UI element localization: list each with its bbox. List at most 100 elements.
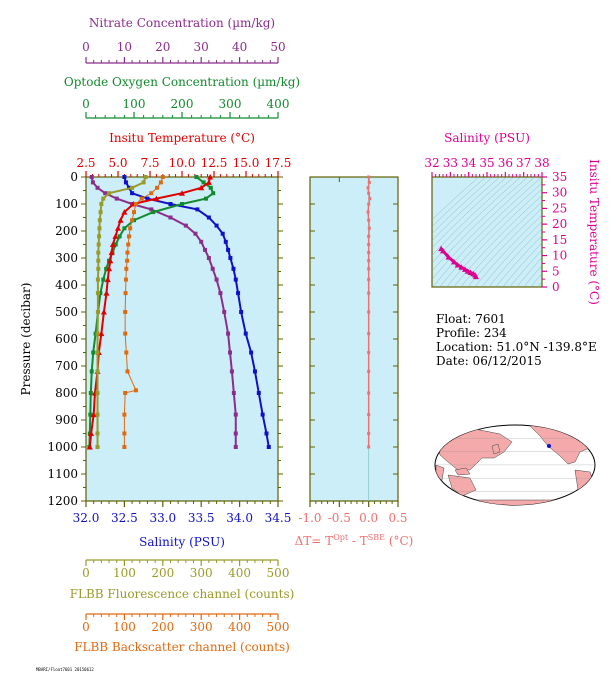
top-axis-tick-label: 0 [82, 40, 90, 54]
top-axis-label-2: Insitu Temperature (°C) [109, 131, 255, 145]
y-tick-label: 400 [55, 278, 78, 292]
point-salinity [130, 191, 135, 196]
point-oxygen [122, 226, 127, 231]
bottom-axis-tick-label: 32.0 [73, 511, 100, 525]
point-backscatter [155, 185, 160, 190]
point-nitrate [183, 223, 188, 228]
top-axis-tick-label: 50 [270, 40, 285, 54]
point-temperature [153, 195, 160, 202]
bottom-axis-tick-label: 32.5 [111, 511, 138, 525]
footnote: MBARI/Float7601 20150612 [36, 667, 94, 672]
ts-x-tick-label: 38 [534, 156, 549, 170]
point-temperature [115, 225, 121, 231]
y-tick-label: 300 [55, 251, 78, 265]
ts-point [458, 264, 465, 270]
bottom-axis-tick-label: 300 [190, 566, 213, 580]
ts-y-tick-label: 15 [552, 233, 567, 247]
bottom-axis-tick-label: 33.0 [149, 511, 176, 525]
point-oxygen [88, 412, 93, 417]
point-temperature [179, 190, 185, 196]
point-fluorescence [97, 218, 102, 223]
point-backscatter [158, 180, 163, 185]
point-temperature [207, 174, 214, 180]
series-line-salinity [123, 176, 270, 448]
dt-point [367, 369, 371, 373]
point-nitrate [103, 191, 108, 196]
dt-point [367, 413, 371, 417]
ts-y-tick-label: 10 [552, 249, 567, 263]
y-tick-label: 600 [55, 332, 78, 346]
bottom-axis-label-2: FLBB Backscatter channel (counts) [74, 640, 290, 654]
point-oxygen [101, 277, 106, 282]
dt-point [367, 180, 371, 184]
y-tick-label: 700 [55, 359, 78, 373]
point-fluorescence [143, 175, 148, 179]
point-nitrate [233, 445, 238, 449]
point-nitrate [226, 331, 231, 336]
point-nitrate [214, 277, 219, 282]
point-nitrate [193, 231, 198, 236]
bottom-axis-tick-label: 100 [113, 566, 136, 580]
dt-x-axis-label: ΔT= TOpt - TSBE (°C) [295, 533, 414, 548]
ts-y-tick-label: 30 [552, 186, 567, 200]
top-axis-tick-label: 2.5 [76, 156, 95, 170]
point-fluorescence [98, 210, 103, 215]
point-oxygen [151, 210, 156, 215]
y-tick-label: 900 [55, 413, 78, 427]
point-backscatter [124, 266, 129, 271]
point-backscatter [125, 250, 130, 255]
point-temperature [90, 411, 97, 418]
point-nitrate [199, 239, 204, 244]
point-temperature [88, 430, 95, 436]
top-axis-tick-label: 40 [232, 40, 247, 54]
indonesia-landmass [454, 467, 471, 476]
dt-point [367, 332, 371, 336]
top-axis-tick-label: 30 [194, 40, 209, 54]
point-backscatter [132, 210, 136, 215]
density-contour [488, 228, 542, 287]
y-tick-label: 800 [55, 386, 78, 400]
dt-point [367, 267, 371, 271]
ts-y-tick-label: 0 [552, 280, 560, 294]
point-backscatter [139, 196, 144, 201]
point-nitrate [149, 207, 154, 212]
bottom-axis-label-0: Salinity (PSU) [139, 535, 225, 549]
point-fluorescence [96, 258, 101, 263]
point-salinity [266, 445, 271, 449]
ts-y-tick-label: 25 [552, 201, 567, 215]
point-salinity [228, 256, 233, 260]
ts-density-contours [432, 177, 542, 287]
top-axis-tick-label: 100 [123, 97, 146, 111]
dt-point [367, 291, 371, 295]
point-temperature [121, 209, 128, 215]
point-temperature [100, 309, 107, 315]
top-axis-tick-label: 12.5 [201, 156, 228, 170]
point-nitrate [233, 412, 238, 417]
dt-point [367, 251, 371, 255]
dt-point [368, 197, 372, 201]
point-backscatter [130, 218, 135, 223]
ts-point [454, 262, 461, 268]
point-temperature [106, 265, 113, 272]
point-nitrate [206, 256, 211, 260]
top-axis-tick-label: 200 [171, 97, 194, 111]
ts-y-tick-label: 35 [552, 170, 567, 184]
y-tick-label: 1000 [47, 440, 78, 454]
bottom-axis-tick-label: 100 [113, 620, 136, 634]
point-backscatter [122, 445, 127, 449]
ts-y-tick-label: 5 [552, 264, 560, 278]
point-fluorescence [95, 310, 100, 314]
location: Location: 51.0°N -139.8°E [436, 340, 597, 354]
bottom-axis-tick-label: 33.5 [188, 511, 215, 525]
point-salinity [239, 310, 244, 314]
bottom-axis-tick-label: 0 [82, 566, 90, 580]
profile-plot-area [85, 176, 279, 502]
ts-x-tick-label: 36 [498, 156, 513, 170]
point-nitrate [228, 350, 232, 355]
dt-point [367, 226, 371, 230]
point-salinity [231, 266, 236, 271]
point-temperature [112, 233, 119, 239]
ts-x-axis-label: Salinity (PSU) [444, 131, 530, 145]
point-fluorescence [99, 202, 104, 206]
point-fluorescence [107, 191, 112, 196]
